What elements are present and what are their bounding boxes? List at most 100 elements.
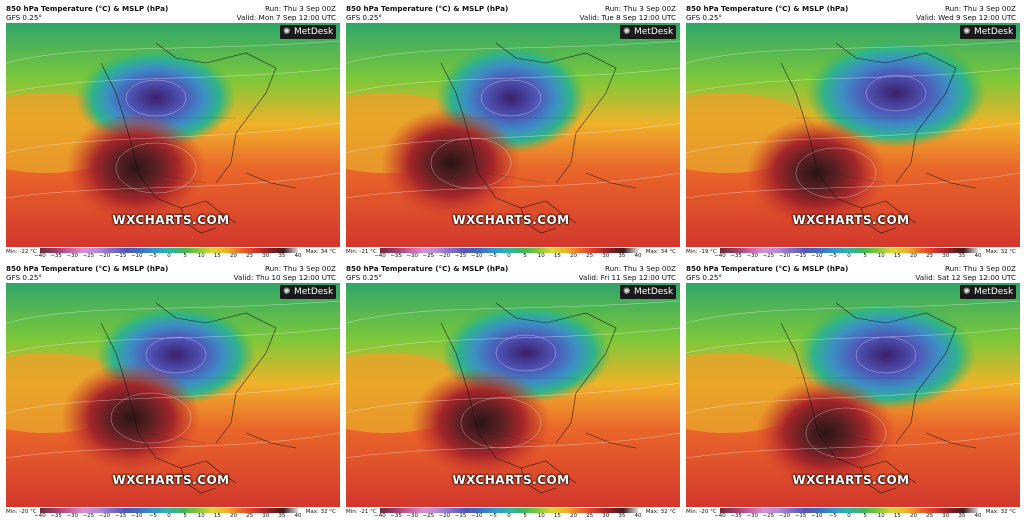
colorbar: Min: -20 °C −40 −35 −30 −25 −20 −15 −10 −5 0 5 10 1… (2, 506, 340, 520)
colorbar-tick-label: −35 (390, 253, 402, 259)
metdesk-logo-text: MetDesk (294, 27, 334, 37)
watermark: WXCHARTS.COM (792, 213, 910, 227)
colorbar-tick-label: −5 (828, 253, 837, 259)
run-label: Run: Thu 3 Sep 00Z (264, 4, 336, 13)
colorbar-tick-label: −5 (488, 253, 497, 259)
map-panel-6: 850 hPa Temperature (°C) & MSLP (hPa) GF… (682, 262, 1020, 520)
colorbar-tick-label: 10 (877, 253, 885, 259)
colorbar-tick-label: 35 (278, 253, 286, 259)
watermark: WXCHARTS.COM (112, 213, 230, 227)
colorbar-gradient (720, 248, 978, 253)
borders (116, 377, 236, 444)
map-svg (6, 283, 340, 507)
colorbar-tick-label: 25 (926, 513, 934, 519)
model-label: GFS 0.25° (686, 273, 723, 282)
coastlines (440, 42, 637, 234)
cold-air-mass (806, 38, 986, 148)
model-label: GFS 0.25° (6, 13, 43, 22)
watermark: WXCHARTS.COM (452, 473, 570, 487)
colorbar-tick-label: 15 (893, 253, 901, 259)
map-svg (686, 23, 1020, 247)
metdesk-logo-text: MetDesk (974, 287, 1014, 297)
colorbar-tick-label: 40 (634, 513, 642, 519)
colorbar-tick-label: −30 (66, 253, 79, 259)
colorbar-tick-label: 35 (278, 513, 286, 519)
colorbar-tick-label: −15 (114, 253, 127, 259)
watermark: WXCHARTS.COM (112, 473, 230, 487)
map-svg (6, 23, 340, 247)
heat-dome (381, 108, 521, 218)
colorbar-tick-label: −40 (714, 253, 726, 259)
coastlines (100, 42, 297, 234)
colorbar-tick-label: 5 (863, 513, 867, 519)
colorbar-tick-label: 0 (167, 513, 171, 519)
colorbar-tick-label: −20 (778, 253, 791, 259)
metdesk-logo-icon: ✺ (963, 287, 971, 297)
colorbar-tick-label: −30 (66, 513, 79, 519)
colorbar-ticks: −40 −35 −30 −25 −20 −15 −10 −5 0 5 10 15 20 25 30 35 40 (374, 513, 641, 520)
colorbar: Min: -21 °C −40 −35 −30 −25 −20 −15 −10 −5 0 5 10 1… (342, 506, 680, 520)
watermark: WXCHARTS.COM (792, 473, 910, 487)
metdesk-logo-icon: ✺ (623, 27, 631, 37)
metdesk-logo: ✺ MetDesk (960, 285, 1016, 299)
colorbar: Min: -21 °C −40 −35 −30 −25 −20 −15 −10 −5 0 5 10 1… (342, 246, 680, 260)
isobars (6, 40, 340, 199)
colorbar-tick-label: −15 (454, 253, 467, 259)
temperature-map (6, 23, 340, 247)
min-temp-label: Min: -19 °C (686, 249, 717, 255)
colorbar-tick-label: 5 (183, 253, 187, 259)
valid-time-label: Valid: Wed 9 Sep 12:00 UTC (916, 13, 1016, 22)
max-temp-label: Max: 32 °C (305, 509, 336, 515)
colorbar-tick-label: −35 (390, 513, 402, 519)
map-svg (686, 283, 1020, 507)
colorbar-tick-label: 25 (586, 253, 594, 259)
heat-dome (66, 113, 206, 223)
map-panel-3: 850 hPa Temperature (°C) & MSLP (hPa) GF… (682, 2, 1020, 260)
colorbar-tick-label: −25 (762, 253, 775, 259)
colorbar-tick-label: −15 (794, 513, 807, 519)
valid-time-label: Valid: Sat 12 Sep 12:00 UTC (915, 273, 1016, 282)
colorbar-tick-label: 25 (246, 253, 254, 259)
colorbar-tick-label: 15 (213, 513, 221, 519)
temperature-map (686, 23, 1020, 247)
colorbar-ticks: −40 −35 −30 −25 −20 −15 −10 −5 0 5 10 15 20 25 30 35 40 (714, 253, 981, 260)
colorbar-gradient (40, 508, 298, 513)
isobars (686, 40, 1020, 199)
colorbar-tick-label: 25 (246, 513, 254, 519)
colorbar-tick-label: −15 (114, 513, 127, 519)
colorbar-tick-label: 15 (553, 513, 561, 519)
chart-title: 850 hPa Temperature (°C) & MSLP (hPa) (346, 264, 509, 273)
heat-dome (746, 118, 886, 228)
max-temp-label: Max: 34 °C (305, 249, 336, 255)
metdesk-logo-icon: ✺ (283, 287, 291, 297)
colorbar-tick-label: −25 (422, 513, 435, 519)
colorbar-tick-label: −25 (422, 253, 435, 259)
max-temp-label: Max: 32 °C (985, 249, 1016, 255)
coastlines (780, 42, 977, 234)
colorbar-tick-label: −20 (438, 513, 451, 519)
metdesk-logo: ✺ MetDesk (280, 285, 336, 299)
colorbar: Min: -22 °C −40 −35 −30 −25 −20 −15 −10 −5 0 5 10 1… (2, 246, 340, 260)
borders (456, 377, 576, 444)
colorbar-tick-label: 0 (847, 253, 851, 259)
metdesk-logo-text: MetDesk (294, 287, 334, 297)
panel-header: 850 hPa Temperature (°C) & MSLP (hPa) GF… (682, 262, 1020, 284)
colorbar-tick-label: 5 (523, 253, 527, 259)
colorbar-tick-label: −10 (130, 513, 143, 519)
colorbar-tick-label: 25 (926, 253, 934, 259)
colorbar-tick-label: −10 (810, 253, 823, 259)
colorbar: Min: -19 °C −40 −35 −30 −25 −20 −15 −10 −5 0 5 10 1… (682, 246, 1020, 260)
colorbar-tick-label: 30 (602, 513, 610, 519)
colorbar-gradient (720, 508, 978, 513)
colorbar-tick-label: −30 (746, 253, 759, 259)
valid-time-label: Valid: Fri 11 Sep 12:00 UTC (578, 273, 676, 282)
borders (456, 117, 576, 184)
colorbar-tick-label: 40 (974, 513, 982, 519)
colorbar-tick-label: −5 (828, 513, 837, 519)
colorbar-tick-label: −15 (454, 513, 467, 519)
heat-dome (61, 363, 201, 473)
min-temp-label: Min: -21 °C (346, 249, 377, 255)
colorbar-tick-label: −40 (374, 253, 386, 259)
model-label: GFS 0.25° (346, 13, 383, 22)
